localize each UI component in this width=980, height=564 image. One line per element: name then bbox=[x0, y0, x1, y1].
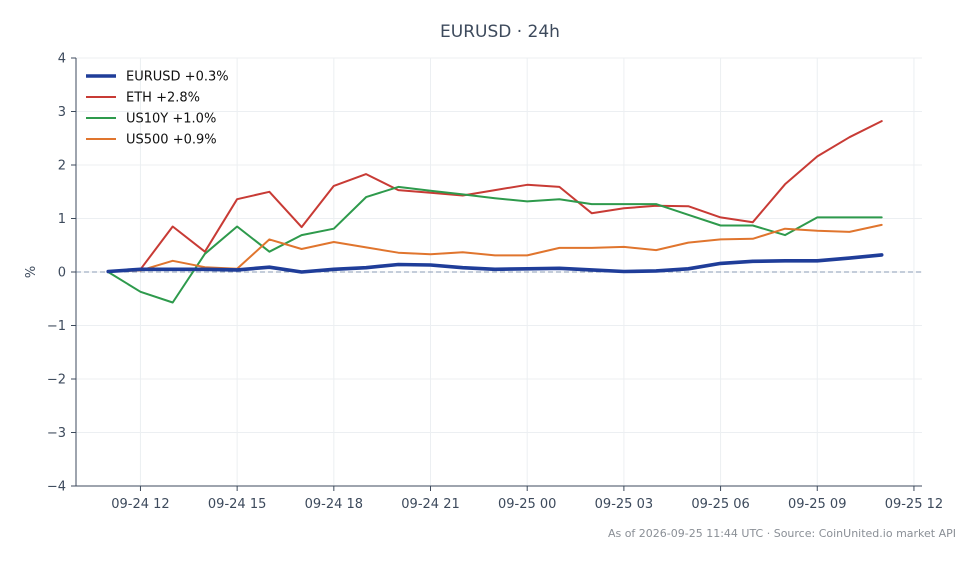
x-tick-label: 09-24 12 bbox=[111, 497, 169, 512]
y-tick-label: −1 bbox=[47, 319, 66, 334]
y-tick-label: 0 bbox=[58, 266, 66, 281]
axes bbox=[71, 57, 922, 491]
x-tick-label: 09-25 00 bbox=[498, 497, 556, 512]
legend-label: US10Y +1.0% bbox=[126, 112, 216, 127]
x-tick-label: 09-25 09 bbox=[788, 497, 846, 512]
series-line-3 bbox=[107, 185, 883, 304]
y-tick-label: 4 bbox=[58, 52, 66, 67]
chart-title: EURUSD · 24h bbox=[440, 22, 560, 42]
x-tick-labels: 09-24 12 09-24 15 09-24 18 09-24 21 09-25 00… bbox=[111, 497, 943, 512]
series-line-2 bbox=[107, 120, 883, 273]
x-tick-label: 09-24 21 bbox=[401, 497, 459, 512]
x-tick-label: 09-25 03 bbox=[595, 497, 653, 512]
series-line-1 bbox=[106, 253, 884, 274]
y-tick-label: 3 bbox=[58, 105, 66, 120]
y-tick-label: −3 bbox=[47, 426, 66, 441]
source-footer: As of 2026-09-25 11:44 UTC · Source: Coi… bbox=[608, 527, 956, 540]
legend: EURUSD +0.3% ETH +2.8% US10Y +1.0% US500 +0… bbox=[86, 70, 229, 148]
legend-label: EURUSD +0.3% bbox=[126, 70, 229, 85]
x-tick-label: 09-25 06 bbox=[691, 497, 749, 512]
series-line-4 bbox=[107, 223, 883, 273]
legend-label: ETH +2.8% bbox=[126, 91, 200, 106]
series-lines bbox=[106, 120, 884, 304]
y-tick-label: −4 bbox=[47, 480, 66, 495]
x-tick-label: 09-24 15 bbox=[208, 497, 266, 512]
y-tick-label: −2 bbox=[47, 373, 66, 388]
x-tick-label: 09-24 18 bbox=[305, 497, 363, 512]
y-tick-label: 1 bbox=[58, 212, 66, 227]
x-tick-label: 09-25 12 bbox=[885, 497, 943, 512]
y-tick-labels: 4 3 2 1 0 −1 −2 −3 −4 bbox=[47, 52, 66, 495]
legend-label: US500 +0.9% bbox=[126, 133, 217, 148]
y-tick-label: 2 bbox=[58, 159, 66, 174]
y-axis-label: % bbox=[24, 266, 39, 278]
